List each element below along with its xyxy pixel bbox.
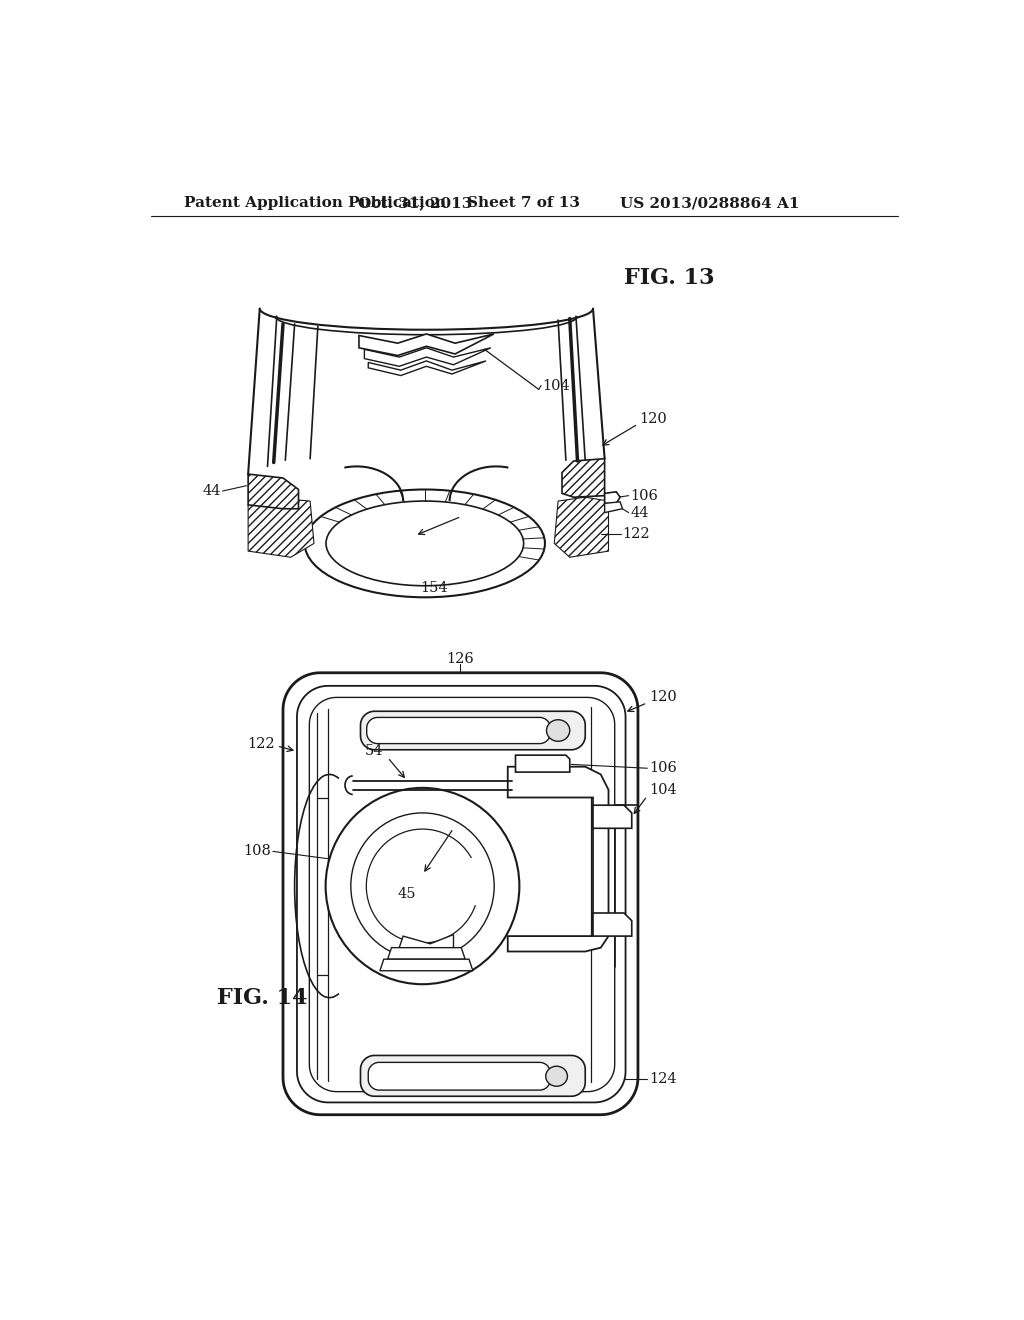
Polygon shape xyxy=(508,767,608,952)
Polygon shape xyxy=(562,459,604,498)
Polygon shape xyxy=(380,960,473,970)
Polygon shape xyxy=(388,948,465,960)
Text: Sheet 7 of 13: Sheet 7 of 13 xyxy=(467,197,580,210)
Ellipse shape xyxy=(326,788,519,985)
Polygon shape xyxy=(369,1063,550,1090)
Text: 106: 106 xyxy=(630,488,658,503)
Ellipse shape xyxy=(547,719,569,742)
Polygon shape xyxy=(282,673,640,1114)
Text: Patent Application Publication: Patent Application Publication xyxy=(183,197,445,210)
Polygon shape xyxy=(283,673,638,1114)
Text: 108: 108 xyxy=(244,845,271,858)
Ellipse shape xyxy=(351,813,495,960)
Text: 122: 122 xyxy=(623,527,650,541)
Text: US 2013/0288864 A1: US 2013/0288864 A1 xyxy=(620,197,799,210)
Polygon shape xyxy=(399,935,454,958)
Text: 120: 120 xyxy=(640,412,668,425)
Text: 120: 120 xyxy=(649,690,677,705)
Polygon shape xyxy=(593,805,632,829)
Polygon shape xyxy=(309,697,614,1092)
Polygon shape xyxy=(554,498,608,557)
Polygon shape xyxy=(369,360,486,376)
Polygon shape xyxy=(604,492,621,503)
Polygon shape xyxy=(359,334,494,355)
Text: 106: 106 xyxy=(649,762,677,775)
Polygon shape xyxy=(593,913,632,936)
Polygon shape xyxy=(515,755,569,772)
Text: 122: 122 xyxy=(248,737,275,751)
Text: 124: 124 xyxy=(649,1072,677,1085)
Text: 54: 54 xyxy=(365,744,383,758)
Text: 126: 126 xyxy=(445,652,473,665)
Text: 154: 154 xyxy=(420,581,447,595)
Text: Oct. 31, 2013: Oct. 31, 2013 xyxy=(357,197,472,210)
Text: 44: 44 xyxy=(203,484,221,498)
Ellipse shape xyxy=(326,502,523,586)
Polygon shape xyxy=(248,498,314,557)
Polygon shape xyxy=(360,1056,586,1096)
Polygon shape xyxy=(297,686,626,1102)
Text: 44: 44 xyxy=(630,506,648,520)
Text: FIG. 14: FIG. 14 xyxy=(217,987,307,1008)
Polygon shape xyxy=(604,502,623,512)
Polygon shape xyxy=(248,474,299,508)
Ellipse shape xyxy=(305,490,545,597)
Polygon shape xyxy=(360,711,586,750)
Text: FIG. 13: FIG. 13 xyxy=(624,267,715,289)
Text: 104: 104 xyxy=(649,783,677,797)
Ellipse shape xyxy=(546,1067,567,1086)
Polygon shape xyxy=(365,348,490,367)
Text: 104: 104 xyxy=(543,379,570,392)
Text: 45: 45 xyxy=(397,887,416,900)
Polygon shape xyxy=(367,718,550,743)
